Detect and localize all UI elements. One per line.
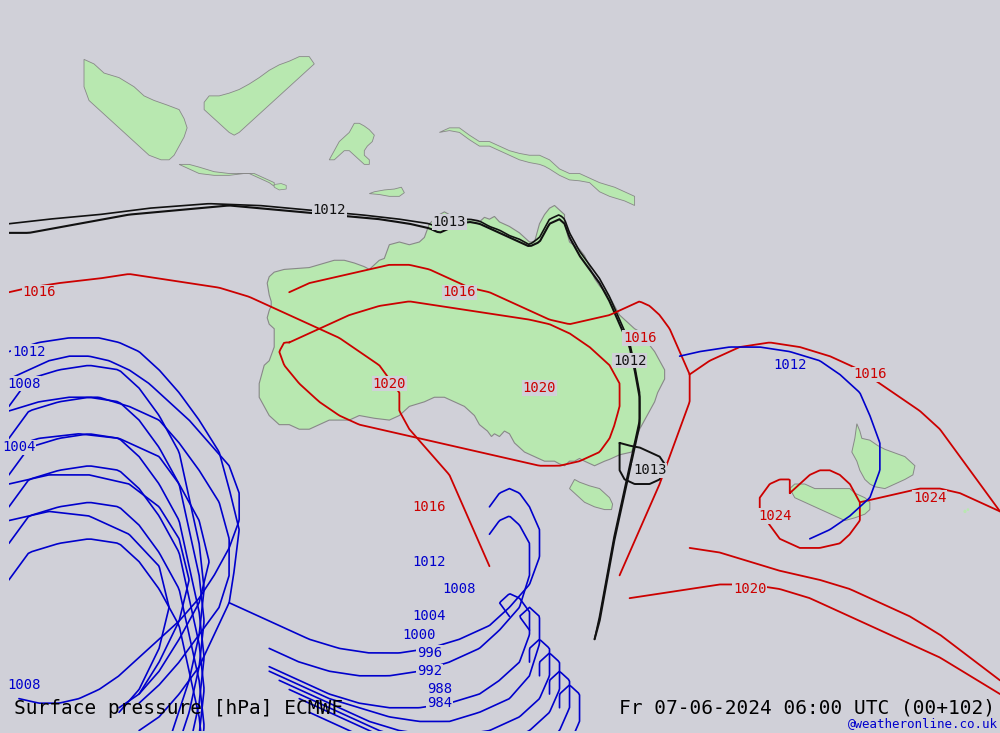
- Polygon shape: [790, 484, 870, 520]
- Text: 1016: 1016: [443, 285, 476, 299]
- Polygon shape: [179, 164, 274, 186]
- Circle shape: [967, 509, 969, 510]
- Text: 1013: 1013: [433, 215, 466, 229]
- Text: 1012: 1012: [12, 345, 46, 358]
- Polygon shape: [852, 424, 915, 489]
- Polygon shape: [259, 205, 665, 465]
- Text: 1024: 1024: [758, 509, 792, 523]
- Polygon shape: [570, 479, 613, 509]
- Text: Surface pressure [hPa] ECMWF: Surface pressure [hPa] ECMWF: [14, 699, 343, 718]
- Polygon shape: [369, 187, 404, 196]
- Text: 1008: 1008: [7, 377, 41, 391]
- Text: 988: 988: [427, 682, 452, 696]
- Text: 1012: 1012: [313, 203, 346, 217]
- Text: 1020: 1020: [733, 582, 766, 596]
- Circle shape: [964, 510, 966, 512]
- Polygon shape: [329, 123, 374, 164]
- Text: @weatheronline.co.uk: @weatheronline.co.uk: [848, 717, 998, 730]
- Text: Fr 07-06-2024 06:00 UTC (00+102): Fr 07-06-2024 06:00 UTC (00+102): [619, 699, 995, 718]
- Polygon shape: [439, 128, 635, 205]
- Text: 1004: 1004: [2, 441, 36, 454]
- Text: 1016: 1016: [22, 285, 56, 299]
- Text: 1008: 1008: [7, 678, 41, 692]
- Text: 984: 984: [427, 696, 452, 710]
- Text: 1016: 1016: [413, 500, 446, 514]
- Text: 996: 996: [417, 646, 442, 660]
- Text: 1004: 1004: [413, 609, 446, 624]
- Text: 1012: 1012: [773, 358, 807, 372]
- Text: 1008: 1008: [443, 582, 476, 596]
- Text: 1016: 1016: [623, 331, 656, 345]
- Text: 1020: 1020: [373, 377, 406, 391]
- Text: 1013: 1013: [633, 463, 666, 477]
- Text: 1020: 1020: [523, 381, 556, 395]
- Text: 1024: 1024: [913, 490, 947, 505]
- Text: 1016: 1016: [853, 367, 887, 381]
- Text: 1012: 1012: [613, 354, 646, 368]
- Text: 992: 992: [417, 664, 442, 678]
- Polygon shape: [274, 183, 286, 190]
- Polygon shape: [204, 56, 314, 135]
- Text: 1012: 1012: [413, 555, 446, 569]
- Polygon shape: [84, 59, 187, 160]
- Text: 1000: 1000: [403, 627, 436, 641]
